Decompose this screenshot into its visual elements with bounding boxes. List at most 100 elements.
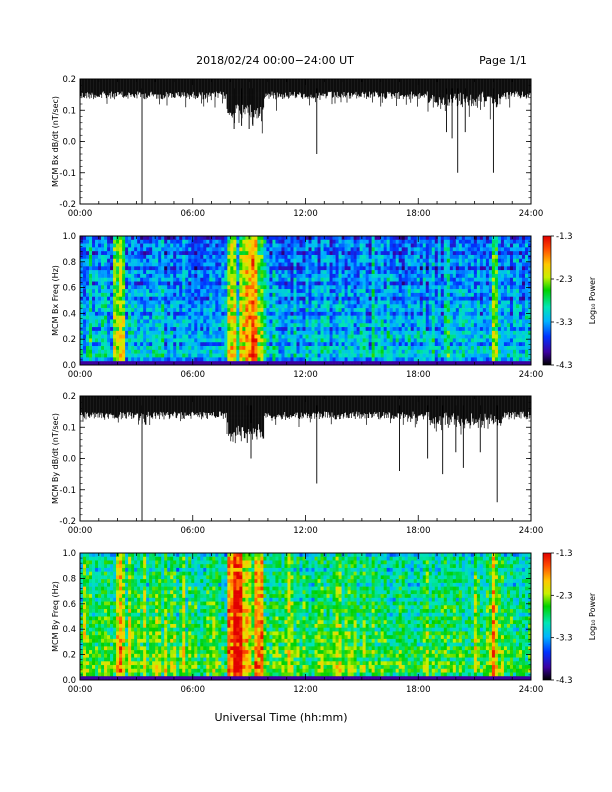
spectrogram-cell: [479, 285, 484, 290]
spectrogram-cell: [305, 296, 309, 301]
spectrogram-cell: [329, 334, 333, 339]
spectrogram-cell: [275, 266, 279, 271]
spectrogram-cell: [398, 327, 403, 332]
spectrogram-cell: [527, 353, 532, 358]
spectrogram-cell: [263, 296, 267, 301]
spectrogram-cell: [137, 273, 141, 279]
spectrogram-cell: [263, 319, 267, 324]
spectrogram-cell: [335, 239, 339, 244]
spectrogram-cell: [278, 289, 282, 294]
spectrogram-cell: [350, 311, 354, 316]
spectrogram-cell: [374, 273, 378, 279]
spectrogram-cell: [149, 251, 153, 256]
spectrogram-cell: [215, 239, 219, 244]
spectrogram-cell: [494, 281, 499, 286]
spectrogram-cell: [137, 254, 141, 260]
spectrogram-cell: [401, 243, 406, 248]
spectrogram-cell: [356, 254, 360, 260]
spectrogram-cell: [449, 346, 454, 351]
spectrogram-cell: [344, 270, 348, 275]
spectrogram-cell: [344, 273, 348, 279]
spectrogram-cell: [161, 247, 165, 252]
spectrogram-cell: [314, 338, 318, 343]
spectrogram-cell: [392, 254, 396, 260]
spectrogram-cell: [356, 338, 360, 343]
spectrogram-cell: [305, 262, 309, 267]
spectrogram-cell: [365, 304, 369, 309]
spectrogram-cell: [188, 239, 192, 244]
spectrogram-cell: [290, 300, 294, 305]
spectrogram-cell: [362, 304, 366, 309]
spectrogram-cell: [191, 311, 195, 316]
spectrogram-cell: [98, 334, 102, 339]
y-tick-label: -0.1: [59, 169, 76, 179]
spectrogram-cell: [503, 251, 508, 256]
spectrogram-cell: [200, 281, 204, 286]
spectrogram-cell: [98, 262, 102, 267]
spectrogram-cell: [260, 296, 264, 301]
spectrogram-cell: [350, 247, 354, 252]
spectrogram-cell: [155, 258, 159, 263]
spectrogram-cell: [221, 270, 225, 275]
spectrogram-cell: [386, 258, 390, 263]
spectrogram-cell: [272, 243, 276, 248]
spectrogram-cell: [293, 319, 297, 324]
spectrogram-cell: [260, 262, 264, 267]
spectrogram-cell: [215, 254, 219, 260]
spectrogram-cell: [197, 289, 201, 294]
spectrogram-cell: [515, 292, 520, 297]
spectrogram-cell: [149, 349, 153, 354]
spectrogram-cell: [515, 236, 520, 241]
spectrogram-cell: [347, 273, 351, 279]
spectrogram-cell: [320, 334, 324, 339]
spectrogram-cell: [92, 266, 96, 271]
spectrogram-cell: [143, 281, 147, 286]
spectrogram-cell: [503, 342, 508, 347]
spectrogram-cell: [182, 308, 186, 313]
spectrogram-cell: [269, 254, 273, 260]
spectrogram-cell: [182, 239, 186, 244]
spectrogram-cell: [515, 239, 520, 244]
spectrogram-cell: [446, 330, 451, 335]
spectrogram-cell: [440, 346, 445, 351]
spectrogram-cell: [419, 327, 424, 332]
spectrogram-cell: [506, 342, 511, 347]
spectrogram-cell: [419, 342, 424, 347]
spectrogram-cell: [374, 346, 378, 351]
spectrogram-cell: [470, 330, 475, 335]
spectrogram-cell: [395, 262, 400, 267]
spectrogram-cell: [221, 262, 225, 267]
spectrogram-cell: [455, 273, 460, 279]
spectrogram-cell: [518, 285, 523, 290]
spectrogram-cell: [497, 251, 502, 256]
spectrogram-cell: [344, 349, 348, 354]
spectrogram-cell: [455, 342, 460, 347]
spectrogram-cell: [383, 304, 387, 309]
spectrogram-cell: [287, 289, 291, 294]
spectrogram-cell: [155, 262, 159, 267]
spectrogram-cell: [338, 277, 342, 282]
spectrogram-cell: [455, 327, 460, 332]
spectrogram-cell: [524, 254, 529, 260]
spectrogram-cell: [257, 308, 261, 313]
spectrogram-cell: [422, 334, 427, 339]
spectrogram-cell: [152, 262, 156, 267]
spectrogram-cell: [203, 281, 207, 286]
spectrogram-cell: [461, 239, 466, 244]
spectrogram-cell: [167, 296, 171, 301]
spectrogram-cell: [419, 285, 424, 290]
spectrogram-cell: [263, 258, 267, 263]
spectrogram-cell: [191, 315, 195, 320]
spectrogram-cell: [143, 330, 147, 335]
spectrogram-cell: [239, 346, 243, 351]
spectrogram-cell: [410, 319, 415, 324]
spectrogram-cell: [272, 277, 276, 282]
spectrogram-cell: [500, 315, 505, 320]
spectrogram-cell: [185, 311, 189, 316]
spectrogram-cell: [407, 323, 412, 328]
spectrogram-cell: [128, 285, 132, 290]
spectrogram-cell: [392, 262, 396, 267]
spectrogram-cell: [359, 330, 363, 335]
spectrogram-cell: [443, 285, 448, 290]
spectrogram-cell: [383, 327, 387, 332]
